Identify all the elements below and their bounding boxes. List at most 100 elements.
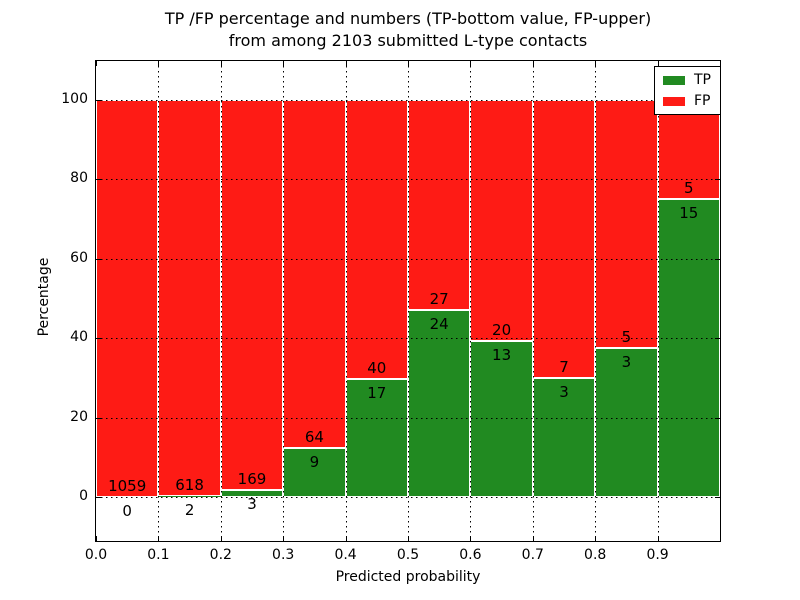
bar-tp-count-label-6: 13 bbox=[492, 345, 512, 364]
bar-fp-5 bbox=[408, 100, 471, 311]
gridline-v-0.7 bbox=[532, 61, 534, 541]
x-tick-top-0 bbox=[96, 61, 97, 66]
bar-tp-9 bbox=[657, 199, 720, 497]
bar-fp-count-label-2: 169 bbox=[237, 470, 267, 489]
legend-label-tp: TP bbox=[694, 72, 711, 88]
bar-tp-count-label-3: 9 bbox=[309, 453, 320, 472]
y-tick-right-80 bbox=[715, 179, 720, 181]
y-tick-right-60 bbox=[715, 258, 720, 260]
x-tick-label-0.9: 0.9 bbox=[646, 547, 669, 563]
x-tick-top-8 bbox=[595, 61, 597, 66]
x-tick-bottom-9 bbox=[657, 536, 659, 541]
bar-fp-count-label-6: 20 bbox=[492, 320, 512, 339]
bar-fp-6 bbox=[470, 100, 533, 341]
bar-fp-2 bbox=[220, 100, 284, 491]
x-tick-bottom-1 bbox=[158, 536, 160, 541]
x-tick-bottom-6 bbox=[470, 536, 472, 541]
bar-tp-count-label-0: 0 bbox=[122, 502, 132, 520]
x-tick-label-0.2: 0.2 bbox=[209, 547, 232, 563]
gridline-v-0.8 bbox=[595, 61, 597, 541]
legend: TP FP bbox=[654, 66, 721, 115]
bar-tp-7 bbox=[532, 377, 596, 497]
x-tick-top-4 bbox=[345, 61, 347, 66]
y-tick-label-40: 40 bbox=[70, 329, 88, 346]
bar-fp-4 bbox=[345, 100, 408, 379]
y-tick-label-100: 100 bbox=[61, 91, 88, 107]
x-tick-label-0.4: 0.4 bbox=[334, 547, 357, 563]
bar-fp-count-label-1: 618 bbox=[175, 475, 204, 494]
y-tick-left-40 bbox=[96, 338, 101, 340]
y-tick-label-60: 60 bbox=[70, 249, 88, 266]
x-tick-top-2 bbox=[220, 61, 222, 66]
bar-tp-count-label-2: 3 bbox=[247, 495, 257, 514]
legend-swatch-tp-icon bbox=[663, 75, 685, 85]
bar-tp-count-label-8: 3 bbox=[621, 353, 632, 372]
x-tick-label-0.6: 0.6 bbox=[459, 547, 482, 563]
bar-tp-5 bbox=[408, 310, 471, 497]
bar-tp-4 bbox=[345, 378, 408, 497]
x-tick-top-5 bbox=[408, 61, 409, 66]
x-tick-bottom-0 bbox=[96, 536, 97, 541]
bar-tp-count-label-1: 2 bbox=[184, 500, 195, 519]
bar-fp-8 bbox=[595, 100, 658, 349]
bar-tp-8 bbox=[595, 348, 658, 497]
bar-fp-3 bbox=[283, 100, 346, 449]
legend-item-fp: FP bbox=[663, 94, 711, 108]
y-tick-left-100 bbox=[96, 100, 101, 101]
x-tick-top-1 bbox=[158, 61, 160, 66]
y-tick-right-0 bbox=[715, 497, 720, 498]
bar-fp-7 bbox=[532, 100, 596, 378]
y-tick-right-40 bbox=[715, 338, 720, 340]
gridline-v-0.4 bbox=[345, 61, 347, 541]
bar-fp-count-label-5: 27 bbox=[429, 290, 449, 309]
bar-fp-0 bbox=[96, 100, 159, 497]
x-tick-top-6 bbox=[470, 61, 472, 66]
y-tick-left-20 bbox=[96, 417, 101, 419]
legend-label-fp: FP bbox=[694, 93, 711, 109]
gridline-v-0.9 bbox=[657, 61, 659, 541]
legend-swatch-fp-icon bbox=[663, 96, 685, 106]
y-tick-left-80 bbox=[96, 179, 101, 181]
chart-title-line2: from among 2103 submitted L-type contact… bbox=[228, 31, 588, 50]
x-tick-label-0.0: 0.0 bbox=[84, 547, 108, 563]
bar-fp-count-label-3: 64 bbox=[304, 428, 324, 447]
x-tick-bottom-3 bbox=[283, 536, 285, 541]
bar-tp-count-label-9: 15 bbox=[679, 204, 699, 223]
x-tick-label-0.8: 0.8 bbox=[584, 547, 607, 563]
bar-tp-1 bbox=[158, 495, 221, 497]
bar-fp-9 bbox=[657, 100, 720, 200]
x-tick-label-0.3: 0.3 bbox=[272, 547, 295, 563]
x-tick-top-9 bbox=[657, 61, 659, 66]
bar-fp-count-label-7: 7 bbox=[559, 357, 569, 376]
gridline-v-0.5 bbox=[408, 61, 409, 541]
y-tick-label-80: 80 bbox=[70, 170, 88, 187]
bar-tp-3 bbox=[283, 448, 346, 497]
y-axis-label: Percentage bbox=[36, 257, 52, 337]
bar-fp-count-label-4: 40 bbox=[367, 358, 387, 377]
x-tick-label-0.1: 0.1 bbox=[147, 547, 170, 563]
x-tick-label-0.5: 0.5 bbox=[396, 547, 420, 563]
bar-fp-count-label-8: 5 bbox=[621, 328, 632, 347]
x-tick-label-0.7: 0.7 bbox=[521, 547, 544, 563]
bar-fp-count-label-0: 1059 bbox=[108, 477, 147, 495]
y-tick-label-0: 0 bbox=[79, 488, 88, 504]
gridline-v-0.2 bbox=[220, 61, 222, 541]
x-tick-top-7 bbox=[532, 61, 534, 66]
x-tick-bottom-5 bbox=[408, 536, 409, 541]
y-tick-left-60 bbox=[96, 258, 101, 260]
chart-title: TP /FP percentage and numbers (TP-bottom… bbox=[96, 8, 720, 52]
x-tick-bottom-2 bbox=[220, 536, 222, 541]
legend-item-tp: TP bbox=[663, 73, 711, 87]
gridline-v-0.6 bbox=[470, 61, 472, 541]
bar-tp-count-label-7: 3 bbox=[559, 382, 569, 401]
chart-title-line1: TP /FP percentage and numbers (TP-bottom… bbox=[164, 9, 652, 28]
bar-tp-count-label-5: 24 bbox=[429, 315, 449, 334]
plot-area: TP FP 1059 0 618 2 169 3 64 9 40 17 27 24 20 13 7 3 5 3 5 1… bbox=[95, 60, 721, 542]
y-tick-left-0 bbox=[96, 497, 101, 498]
y-tick-right-20 bbox=[715, 417, 720, 419]
bar-tp-6 bbox=[470, 340, 533, 497]
x-tick-bottom-8 bbox=[595, 536, 597, 541]
x-tick-bottom-4 bbox=[345, 536, 347, 541]
bar-fp-1 bbox=[158, 100, 221, 496]
